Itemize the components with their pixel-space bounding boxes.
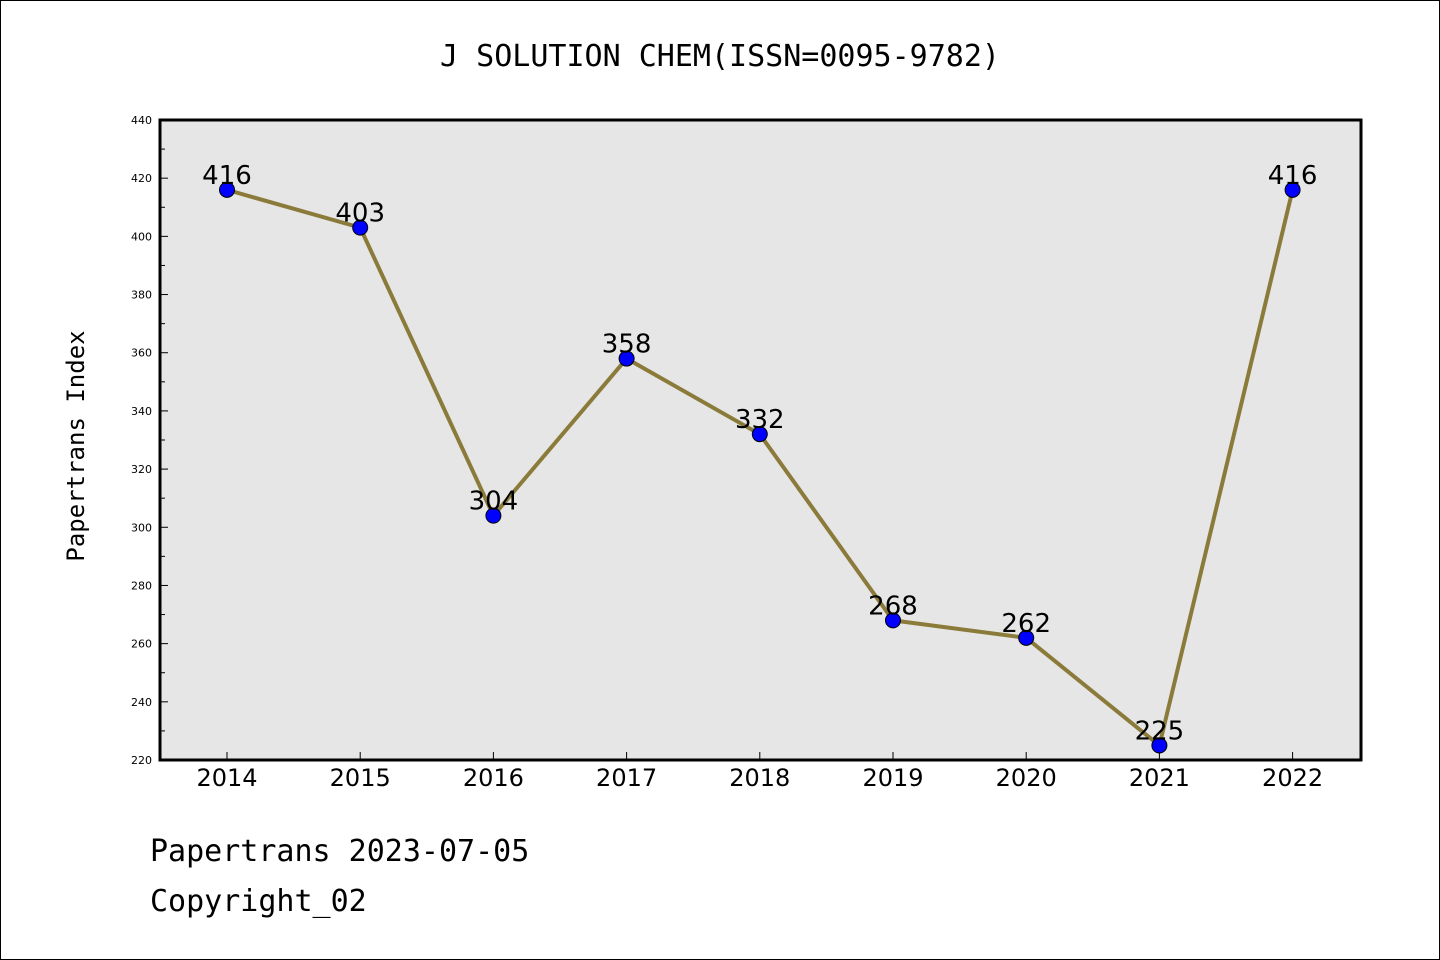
y-tick-label: 360 [131, 347, 152, 360]
x-tick-label: 2017 [596, 764, 657, 792]
x-tick-label: 2015 [330, 764, 391, 792]
x-axis: 2014 2015 2016 2017 2018 2019 2020 2021 2022 [196, 752, 1323, 792]
x-tick-label: 2014 [196, 764, 257, 792]
y-tick-label: 300 [131, 521, 152, 534]
y-tick-label: 240 [131, 696, 152, 709]
y-tick-label: 280 [131, 579, 152, 592]
y-axis: 220 240 260 280 300 320 340 360 380 400 420 440 [131, 114, 168, 767]
data-point [352, 219, 369, 236]
footer-date: Papertrans 2023-07-05 [150, 834, 530, 869]
x-tick-label: 2021 [1129, 764, 1190, 792]
data-label: 332 [735, 405, 785, 435]
data-point [1284, 181, 1301, 198]
y-tick-label: 320 [131, 463, 152, 476]
x-tick-label: 2022 [1262, 764, 1323, 792]
y-tick-label: 420 [131, 172, 152, 185]
data-label: 304 [469, 487, 519, 517]
y-tick-label: 440 [131, 114, 152, 127]
data-point [485, 507, 502, 524]
y-tick-label: 220 [131, 754, 152, 767]
x-tick-label: 2018 [729, 764, 790, 792]
y-tick-label: 260 [131, 638, 152, 651]
y-tick-label: 380 [131, 289, 152, 302]
data-label: 225 [1135, 716, 1185, 746]
data-point [219, 181, 235, 198]
data-label: 403 [335, 199, 385, 229]
x-tick-label: 2020 [996, 764, 1057, 792]
data-point [1018, 629, 1035, 646]
y-tick-label: 400 [131, 230, 152, 243]
data-label: 262 [1001, 609, 1051, 639]
x-tick-label: 2019 [862, 764, 923, 792]
data-point [1151, 737, 1168, 754]
data-point [885, 612, 901, 629]
data-label: 358 [602, 330, 652, 360]
data-label: 268 [868, 591, 918, 621]
data-label: 416 [202, 161, 252, 191]
data-point [751, 426, 768, 443]
y-axis-label: Papertrans Index [62, 330, 90, 561]
data-point [618, 350, 635, 367]
footer-copyright: Copyright_02 [150, 884, 367, 919]
data-label: 416 [1268, 161, 1318, 191]
x-tick-label: 2016 [463, 764, 524, 792]
data-series: 416 403 304 358 332 268 262 225 416 [202, 161, 1318, 754]
y-tick-label: 340 [131, 405, 152, 418]
chart-title: J SOLUTION CHEM(ISSN=0095-9782) [440, 39, 1000, 74]
